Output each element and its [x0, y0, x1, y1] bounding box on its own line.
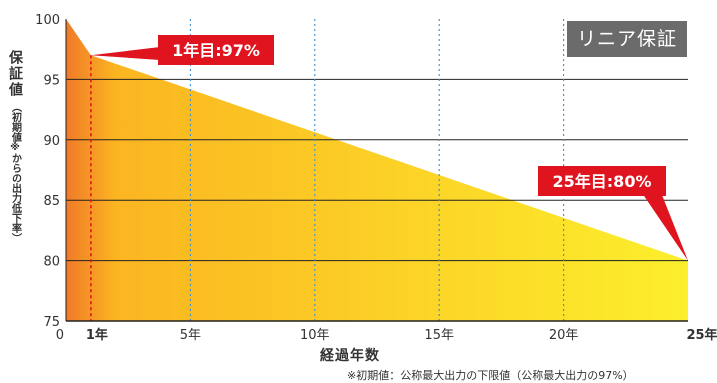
x-tick-label: 20年	[549, 328, 579, 343]
y-axis-label: 保証値 （初期値※からの出力低下率）	[4, 50, 26, 243]
y-tick-label: 85	[43, 194, 60, 209]
x-tick-label: 15年	[424, 328, 454, 343]
y-tick-label: 80	[43, 255, 60, 270]
linear-warranty-badge: リニア保証	[566, 21, 687, 57]
y-tick-label: 75	[43, 315, 60, 330]
x-tick-label: 0	[56, 328, 64, 343]
x-tick-label: 25年	[686, 327, 717, 343]
y-axis-label-sub: （初期値※からの出力低下率）	[9, 102, 21, 243]
callout-box-year25	[538, 166, 666, 196]
footnote: ※初期値：公称最大出力の下限値（公称最大出力の97%）	[347, 369, 634, 382]
callout-label-year1: 1年目:97%	[172, 41, 260, 60]
x-tick-label: 5年	[180, 328, 201, 343]
warranty-area	[66, 19, 688, 321]
y-tick-label: 95	[43, 73, 60, 88]
y-tick-label: 90	[43, 134, 60, 149]
y-tick-label: 100	[35, 13, 60, 28]
callout-pointer-year25	[640, 190, 688, 261]
x-tick-label: 10年	[300, 328, 330, 343]
y-axis-label-main: 保証値	[7, 50, 23, 98]
callout-box-year1	[158, 35, 274, 65]
x-axis-label: 経過年数	[320, 348, 380, 364]
callout-pointer-year1	[90, 47, 160, 60]
callout-label-year25: 25年目:80%	[553, 172, 652, 191]
x-tick-label: 1年	[86, 327, 108, 343]
